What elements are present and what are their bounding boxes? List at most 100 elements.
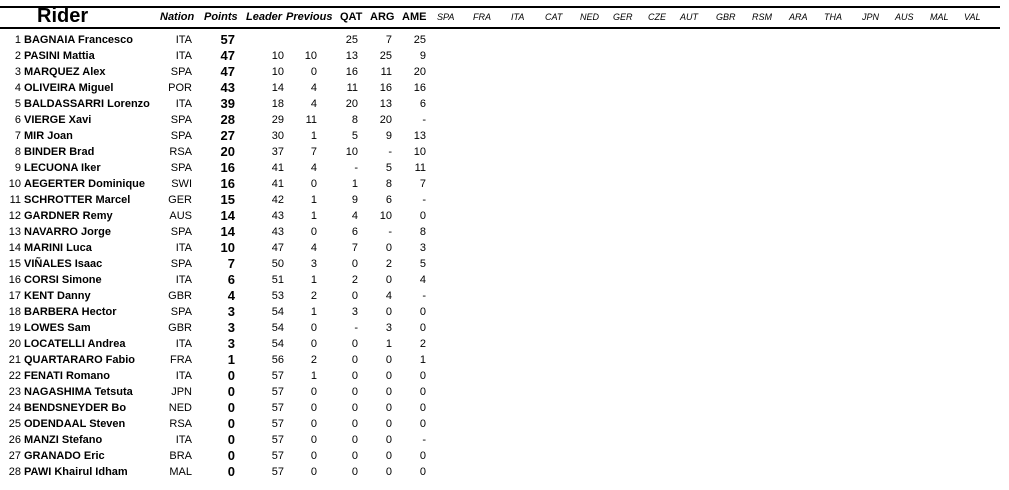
arg-points: 11 [380,66,392,78]
arg-points: 0 [385,450,392,462]
leader-gap: 57 [271,466,284,478]
qat-points: 5 [351,130,358,142]
header-race-arg: ARG [370,11,395,23]
previous-gap: 0 [310,418,317,430]
qat-points: 1 [351,178,358,190]
header-race-aus: AUS [895,12,914,22]
arg-points: 5 [385,162,392,174]
qat-points: 11 [346,82,358,94]
arg-points: 0 [385,386,392,398]
nation: SWI [171,178,192,190]
points: 39 [220,96,235,111]
points: 0 [227,368,235,383]
arg-points: 10 [379,210,392,222]
ame-points: - [422,114,426,126]
qat-points: 0 [351,370,358,382]
leader-gap: 37 [271,146,284,158]
arg-points: 0 [385,242,392,254]
rider-name: SCHROTTER Marcel [24,194,131,206]
previous-gap: 2 [310,354,317,366]
position: 18 [8,306,21,318]
header-race-gbr: GBR [716,12,736,22]
nation: SPA [170,306,192,318]
nation: ITA [175,434,192,446]
previous-gap: 0 [310,450,317,462]
ame-points: 13 [413,130,426,142]
leader-gap: 43 [271,226,284,238]
leader-gap: 56 [271,354,284,366]
leader-gap: 51 [271,274,284,286]
arg-points: 0 [385,274,392,286]
nation: BRA [169,450,192,462]
nation: GER [168,194,192,206]
ame-points: 9 [419,50,426,62]
header-race-fra: FRA [473,12,491,22]
nation: SPA [170,226,192,238]
leader-gap: 10 [271,50,284,62]
position: 2 [14,50,21,62]
leader-gap: 57 [271,450,284,462]
arg-points: 0 [385,354,392,366]
points: 0 [227,400,235,415]
leader-gap: 41 [271,178,284,190]
previous-gap: 10 [304,50,317,62]
leader-gap: 57 [271,418,284,430]
points: 7 [227,256,235,271]
position: 8 [14,146,21,158]
rider-name: KENT Danny [24,290,91,302]
points: 0 [227,384,235,399]
rider-name: OLIVEIRA Miguel [24,82,114,94]
arg-points: 7 [385,34,392,46]
qat-points: 0 [351,418,358,430]
rider-name: FENATI Romano [24,370,110,382]
position: 21 [8,354,21,366]
points: 0 [227,416,235,431]
qat-points: 13 [345,50,358,62]
rider-name: CORSI Simone [24,274,102,286]
previous-gap: 0 [310,322,317,334]
leader-gap: 54 [271,338,284,350]
ame-points: 11 [414,162,426,174]
nation: ITA [175,50,192,62]
ame-points: 0 [419,210,426,222]
leader-gap: 50 [271,258,284,270]
arg-points: 0 [385,306,392,318]
qat-points: 4 [351,210,358,222]
nation: GBR [168,290,192,302]
rider-name: ODENDAAL Steven [24,418,126,430]
position: 11 [9,194,21,206]
previous-gap: 1 [310,130,317,142]
arg-points: 20 [379,114,392,126]
ame-points: 10 [413,146,426,158]
top-rule [0,6,1000,8]
rider-name: MIR Joan [24,130,73,142]
qat-points: - [354,162,358,174]
nation: GBR [168,322,192,334]
ame-points: 0 [419,370,426,382]
leader-gap: 30 [271,130,284,142]
points: 47 [220,64,235,79]
qat-points: 0 [351,450,358,462]
qat-points: 25 [345,34,358,46]
header-race-jpn: JPN [862,12,880,22]
ame-points: 1 [419,354,426,366]
position: 13 [8,226,21,238]
points: 15 [220,192,235,207]
leader-gap: 43 [271,210,284,222]
position: 17 [8,290,21,302]
position: 28 [8,466,21,478]
points: 3 [227,336,235,351]
header-race-cat: CAT [545,12,563,22]
arg-points: 0 [385,402,392,414]
rider-name: NAVARRO Jorge [24,226,111,238]
position: 5 [14,98,21,110]
nation: POR [168,82,192,94]
leader-gap: 14 [271,82,284,94]
points: 43 [220,80,235,95]
position: 12 [8,210,21,222]
previous-gap: 0 [310,226,317,238]
qat-points: 0 [351,290,358,302]
position: 22 [8,370,21,382]
ame-points: 2 [419,338,426,350]
previous-gap: 2 [310,290,317,302]
